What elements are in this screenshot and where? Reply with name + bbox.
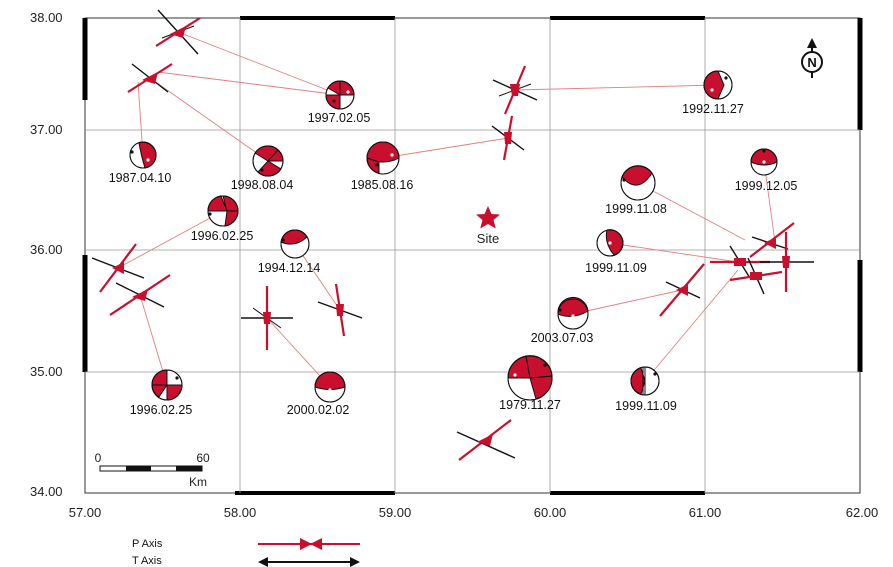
p-axis-legend-icon: [258, 538, 360, 550]
beachball: [703, 70, 733, 100]
event-label: 2003.07.03: [531, 331, 594, 345]
legend-p-axis-label: P Axis: [132, 538, 163, 550]
beachballs: [129, 70, 778, 403]
beachball: [314, 371, 346, 403]
x-tick: 62.00: [846, 505, 879, 520]
y-tick: 35.00: [30, 364, 63, 379]
event-label: 1996.02.25: [191, 229, 254, 243]
event-label: 1998.08.04: [231, 178, 294, 192]
stress-axes: [91, 9, 814, 461]
pt-axis-symbol: [127, 63, 173, 93]
x-tick: 60.00: [534, 505, 567, 520]
beachball: [750, 148, 778, 176]
site-marker: Site: [476, 206, 500, 246]
pt-axis-symbol: [659, 263, 705, 317]
scale-end: 60: [196, 451, 210, 465]
beachball: [620, 165, 656, 201]
scale-unit: Km: [189, 475, 207, 489]
beachball: [557, 296, 589, 330]
pt-axis-symbol: [109, 274, 171, 316]
pt-axis-symbol: [317, 283, 363, 337]
event-label: 1997.02.05: [308, 111, 371, 125]
y-tick-labels: 38.00 37.00 36.00 35.00 34.00: [30, 10, 63, 499]
pt-axis-symbol: [729, 257, 783, 295]
beachball: [630, 366, 660, 396]
pt-axis-symbol: [749, 222, 795, 258]
beachball: [325, 80, 355, 110]
north-label: N: [807, 55, 816, 70]
x-tick: 57.00: [69, 505, 102, 520]
beachball: [252, 145, 284, 177]
event-label: 1987.04.10: [109, 171, 172, 185]
beachball: [207, 195, 239, 227]
x-tick: 58.00: [224, 505, 257, 520]
x-tick: 61.00: [689, 505, 722, 520]
y-tick: 38.00: [30, 10, 63, 25]
north-arrow-icon: N: [801, 38, 823, 78]
event-label: 1979.11.27: [499, 398, 561, 412]
site-label: Site: [477, 231, 499, 246]
beachball: [151, 369, 183, 401]
x-tick-labels: 57.00 58.00 59.00 60.00 61.00 62.00: [69, 505, 879, 520]
y-tick: 36.00: [30, 242, 63, 257]
x-tick: 59.00: [379, 505, 412, 520]
pt-axis-symbol: [91, 243, 145, 293]
map-frame: [82, 16, 863, 495]
event-label: 1985.08.16: [351, 178, 414, 192]
connector-lines: [117, 31, 776, 388]
event-label: 1999.11.09: [615, 399, 677, 413]
event-label: 2000.02.02: [287, 403, 350, 417]
pt-axis-symbol: [241, 286, 293, 350]
event-label: 1992.11.27: [682, 102, 744, 116]
y-tick: 37.00: [30, 122, 63, 137]
event-labels: 1997.02.05 1992.11.27 1987.04.10 1998.08…: [109, 102, 798, 417]
event-label: 1994.12.14: [258, 261, 321, 275]
pt-axis-symbol: [760, 232, 814, 292]
beachball-dots: [130, 76, 766, 392]
pt-axis-symbol: [491, 115, 525, 161]
event-label: 1999.12.05: [735, 179, 798, 193]
y-tick: 34.00: [30, 484, 63, 499]
pt-axis-symbol: [155, 9, 201, 55]
beachball: [280, 229, 310, 259]
t-axis-legend-icon: [258, 557, 360, 567]
beachball: [596, 229, 624, 257]
pt-axis-symbol: [456, 419, 516, 461]
grid-lines: [85, 18, 860, 493]
event-label: 1999.11.09: [585, 261, 647, 275]
beachball: [507, 355, 553, 401]
pt-axis-symbol: [492, 65, 538, 115]
scale-bar: 0 60 Km: [95, 451, 210, 489]
event-label: 1999.11.08: [605, 202, 667, 216]
legend: P Axis T Axis: [132, 538, 360, 567]
beachball: [366, 141, 400, 175]
beachball: [129, 141, 157, 169]
scale-start: 0: [95, 451, 102, 465]
event-label: 1996.02.25: [130, 403, 193, 417]
site-star-icon: [476, 206, 500, 229]
legend-t-axis-label: T Axis: [132, 555, 162, 567]
